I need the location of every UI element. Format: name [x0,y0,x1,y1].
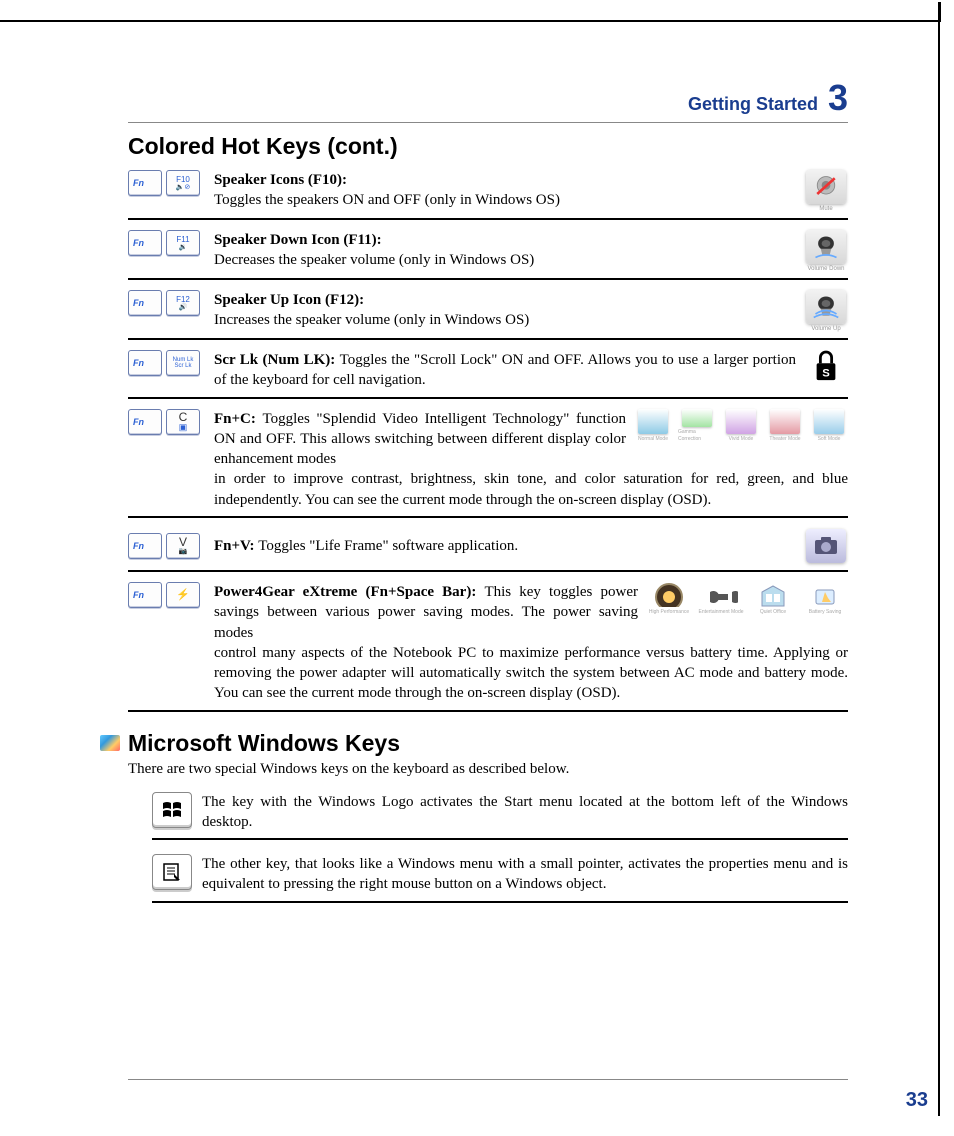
chapter-header: Getting Started 3 [128,80,848,116]
winkeys-intro: There are two special Windows keys on th… [128,761,848,778]
windows-keys-section: Microsoft Windows Keys There are two spe… [128,730,848,903]
divider [128,278,848,280]
chapter-title: Getting Started [688,94,818,115]
space-keycap: ⚡ [166,582,200,608]
p4g-description: Power4Gear eXtreme (Fn+Space Bar): This … [214,582,848,704]
splendid-mode-icon: Soft Mode [810,409,848,443]
chapter-number: 3 [828,80,848,116]
menu-key-desc: The other key, that looks like a Windows… [202,854,848,895]
splendid-mode-icon: Normal Mode [634,409,672,443]
fnc-description: Fn+C: Toggles "Splendid Video Intelligen… [214,409,848,510]
fn-keycap: Fn [128,582,162,608]
splendid-mode-icon: Gamma Correction [678,409,716,443]
fn-keycap: Fn [128,350,162,376]
f10-keycap: F10 🔈⊘ [166,170,200,196]
scroll-lock-icon: S [804,350,848,384]
f11-description: Speaker Down Icon (F11): Decreases the s… [214,230,796,271]
page-footer: 33 [128,1079,848,1080]
page-content: Getting Started 3 Colored Hot Keys (cont… [128,80,848,913]
fn-keycap: Fn [128,409,162,435]
c-keycap: C ▣ [166,409,200,435]
power-mode-icon: Battery Saving [802,582,848,616]
f12-description: Speaker Up Icon (F12): Increases the spe… [214,290,796,331]
fn-keycap: Fn [128,170,162,196]
divider [128,516,848,518]
divider [128,570,848,572]
hotkey-power4gear: Fn ⚡ Power4Gear eXtreme (Fn+Space Bar): … [128,582,848,712]
windows-section-icon [100,735,120,751]
hotkey-fnc: Fn C ▣ Fn+C: Toggles "Splendid Video Int… [128,409,848,518]
section-title-hotkeys: Colored Hot Keys (cont.) [128,133,848,160]
fn-keycap: Fn [128,230,162,256]
hotkey-scrlk: Fn Num Lk Scr Lk Scr Lk (Num LK): Toggle… [128,350,848,399]
divider [152,838,848,840]
hotkey-fnv: Fn V 📷 Fn+V: Toggles "Life Frame" softwa… [128,528,848,572]
hotkey-f10: Fn F10 🔈⊘ Speaker Icons (F10): Toggles t… [128,170,848,220]
page-number: 33 [906,1089,928,1112]
divider [128,710,848,712]
menu-key-block: The other key, that looks like a Windows… [152,854,848,895]
f10-description: Speaker Icons (F10): Toggles the speaker… [214,170,796,211]
divider [128,397,848,399]
volume-down-icon: Volume Down [804,230,848,272]
splendid-mode-icon: Vivid Mode [722,409,760,443]
mute-icon: Mute [804,170,848,212]
numlk-keycap: Num Lk Scr Lk [166,350,200,376]
footer-rule [128,1079,848,1080]
header-rule [128,122,848,123]
scrlk-description: Scr Lk (Num LK): Toggles the "Scroll Loc… [214,350,796,391]
power-mode-icon: Quiet Office [750,582,796,616]
hotkey-f11: Fn F11 🔉 Speaker Down Icon (F11): Decrea… [128,230,848,280]
f12-keycap: F12 🔊 [166,290,200,316]
v-keycap: V 📷 [166,533,200,559]
windows-logo-key-desc: The key with the Windows Logo activates … [202,792,848,833]
windows-logo-key-block: The key with the Windows Logo activates … [152,792,848,833]
power4gear-mode-icons: High PerformanceEntertainment ModeQuiet … [646,582,848,643]
fnv-description: Fn+V: Toggles "Life Frame" software appl… [214,528,796,564]
splendid-mode-icon: Theater Mode [766,409,804,443]
section-title-winkeys: Microsoft Windows Keys [128,730,400,757]
splendid-mode-icons: Normal ModeGamma CorrectionVivid ModeThe… [634,409,848,470]
fn-keycap: Fn [128,533,162,559]
menu-keycap [152,854,192,890]
lifeframe-icon [804,529,848,563]
svg-text:S: S [822,367,830,379]
divider [128,338,848,340]
volume-up-icon: Volume Up [804,290,848,332]
divider [128,218,848,220]
windows-logo-keycap [152,792,192,828]
fn-keycap: Fn [128,290,162,316]
power-mode-icon: High Performance [646,582,692,616]
f11-keycap: F11 🔉 [166,230,200,256]
hotkey-f12: Fn F12 🔊 Speaker Up Icon (F12): Increase… [128,290,848,340]
power-mode-icon: Entertainment Mode [698,582,744,616]
divider [152,901,848,903]
